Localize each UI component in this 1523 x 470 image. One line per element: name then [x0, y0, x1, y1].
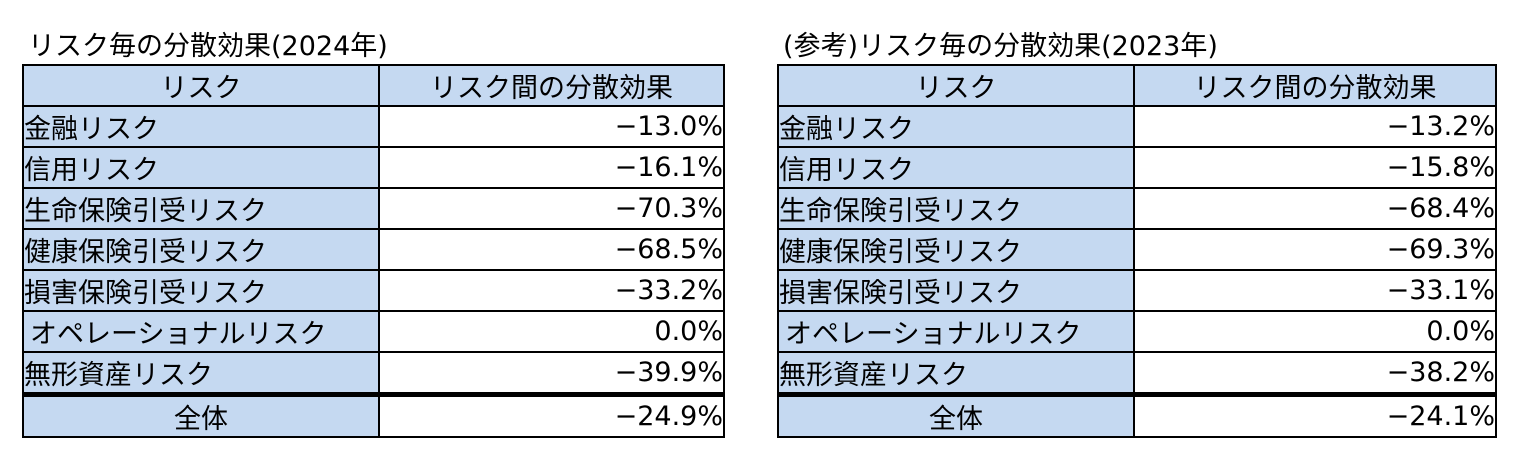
effect-value-cell: −33.2% [378, 269, 725, 312]
table-title: (参考)リスク毎の分散効果(2023年) [783, 31, 1218, 62]
table-row: オペレーショナルリスク 0.0% [22, 310, 725, 353]
table-row: 信用リスク −15.8% [777, 146, 1497, 189]
risk-diversification-table: リスク リスク間の分散効果 金融リスク −13.2% 信用リスク −15.8% … [777, 64, 1497, 438]
risk-name-cell: 無形資産リスク [777, 351, 1135, 396]
total-label-cell: 全体 [22, 392, 380, 438]
risk-name-cell: 金融リスク [22, 105, 380, 148]
total-value-cell: −24.1% [1133, 392, 1497, 438]
table-row: オペレーショナルリスク 0.0% [777, 310, 1497, 353]
effect-value-cell: 0.0% [378, 310, 725, 353]
risk-name-cell: 信用リスク [777, 146, 1135, 189]
table-panel-2023: (参考)リスク毎の分散効果(2023年) リスク リスク間の分散効果 金融リスク… [777, 30, 1497, 438]
effect-value-cell: −39.9% [378, 351, 725, 396]
effect-value-cell: −13.0% [378, 105, 725, 148]
effect-value-cell: −13.2% [1133, 105, 1497, 148]
table-row: 損害保険引受リスク −33.2% [22, 269, 725, 312]
effect-value-cell: −15.8% [1133, 146, 1497, 189]
column-header-risk: リスク [22, 64, 380, 107]
risk-diversification-table: リスク リスク間の分散効果 金融リスク −13.0% 信用リスク −16.1% … [22, 64, 725, 438]
risk-name-cell: 損害保険引受リスク [777, 269, 1135, 312]
risk-name-cell: 健康保険引受リスク [777, 228, 1135, 271]
effect-value-cell: −69.3% [1133, 228, 1497, 271]
risk-name-cell: オペレーショナルリスク [22, 310, 380, 353]
table-header-row: リスク リスク間の分散効果 [777, 64, 1497, 107]
effect-value-cell: −38.2% [1133, 351, 1497, 396]
risk-name-cell: 金融リスク [777, 105, 1135, 148]
table-row: 無形資産リスク −38.2% [777, 351, 1497, 396]
table-row: 生命保険引受リスク −68.4% [777, 187, 1497, 230]
effect-value-cell: 0.0% [1133, 310, 1497, 353]
risk-name-cell: 生命保険引受リスク [22, 187, 380, 230]
total-label-cell: 全体 [777, 392, 1135, 438]
column-header-effect: リスク間の分散効果 [1133, 64, 1497, 107]
risk-name-cell: 信用リスク [22, 146, 380, 189]
column-header-risk: リスク [777, 64, 1135, 107]
risk-name-cell: オペレーショナルリスク [777, 310, 1135, 353]
risk-name-cell: 損害保険引受リスク [22, 269, 380, 312]
risk-name-cell: 無形資産リスク [22, 351, 380, 396]
table-row: 健康保険引受リスク −69.3% [777, 228, 1497, 271]
risk-name-cell: 生命保険引受リスク [777, 187, 1135, 230]
table-row: 損害保険引受リスク −33.1% [777, 269, 1497, 312]
table-row: 信用リスク −16.1% [22, 146, 725, 189]
table-header-row: リスク リスク間の分散効果 [22, 64, 725, 107]
effect-value-cell: −68.4% [1133, 187, 1497, 230]
effect-value-cell: −16.1% [378, 146, 725, 189]
total-value-cell: −24.9% [378, 392, 725, 438]
table-row: 健康保険引受リスク −68.5% [22, 228, 725, 271]
table-row: 無形資産リスク −39.9% [22, 351, 725, 396]
total-row: 全体 −24.9% [22, 392, 725, 438]
effect-value-cell: −33.1% [1133, 269, 1497, 312]
table-panel-2024: リスク毎の分散効果(2024年) リスク リスク間の分散効果 金融リスク −13… [22, 30, 725, 438]
table-row: 生命保険引受リスク −70.3% [22, 187, 725, 230]
table-row: 金融リスク −13.2% [777, 105, 1497, 148]
table-row: 金融リスク −13.0% [22, 105, 725, 148]
table-title: リスク毎の分散効果(2024年) [28, 31, 388, 62]
column-header-effect: リスク間の分散効果 [378, 64, 725, 107]
effect-value-cell: −68.5% [378, 228, 725, 271]
effect-value-cell: −70.3% [378, 187, 725, 230]
total-row: 全体 −24.1% [777, 392, 1497, 438]
risk-name-cell: 健康保険引受リスク [22, 228, 380, 271]
